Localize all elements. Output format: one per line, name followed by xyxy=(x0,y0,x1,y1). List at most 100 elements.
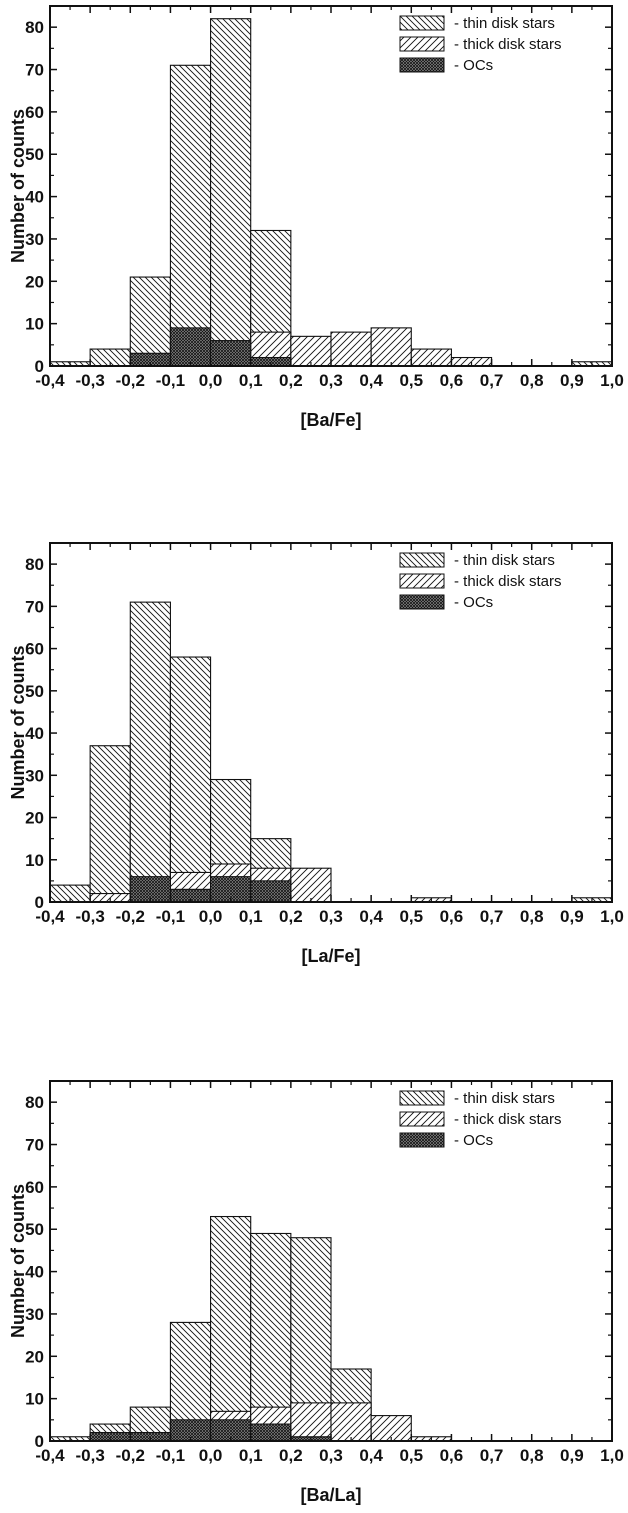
ba-fe-x-axis-title: [Ba/Fe] xyxy=(300,410,361,430)
ba-fe-thick-disk-bar xyxy=(290,335,332,367)
ba-la-y-tick-label: 0 xyxy=(35,1432,44,1451)
ba-fe-x-tick-label: -0,2 xyxy=(116,371,145,390)
ba-fe-y-tick-label: 10 xyxy=(25,315,44,334)
ba-fe-thin-disk-bar xyxy=(169,64,212,367)
ba-la-x-tick-label: 0,2 xyxy=(279,1446,303,1465)
ba-fe-thick-disk-bar xyxy=(370,327,412,367)
la-fe-thick-disk-bar xyxy=(290,867,332,903)
ba-la-x-tick-label: 0,1 xyxy=(239,1446,263,1465)
la-fe-x-tick-label: 0,4 xyxy=(359,907,383,926)
ba-fe-x-tick-label: 0,9 xyxy=(560,371,584,390)
ba-la-x-tick-label: 0,5 xyxy=(399,1446,423,1465)
la-fe-thin-disk-bar xyxy=(129,601,171,903)
ba-fe-ocs-bar xyxy=(169,327,212,367)
ba-la-x-tick-label: 0,3 xyxy=(319,1446,343,1465)
la-fe-thin-disk-bar xyxy=(169,656,212,903)
ba-fe-y-tick-label: 60 xyxy=(25,103,44,122)
la-fe-thin-disk-bar xyxy=(89,745,131,903)
ba-la-x-tick-label: 0,0 xyxy=(199,1446,223,1465)
ba-la-plot-frame: -0,4 -0,3 -0,2 -0,1 0,0 0,1 0,2 0,3 0,4 0,5 0,6 0,7… xyxy=(25,1080,624,1465)
la-fe-y-tick-label: 60 xyxy=(25,640,44,659)
la-fe-legend: - thin disk stars - thick disk stars - OCs xyxy=(399,552,562,611)
la-fe-y-tick-label: 80 xyxy=(25,555,44,574)
la-fe-y-tick-label: 50 xyxy=(25,682,44,701)
ba-la-histogram: -0,4 -0,3 -0,2 -0,1 0,0 0,1 0,2 0,3 0,4 0,5 0,6 0,7… xyxy=(8,1080,624,1505)
ba-fe-y-tick-label: 20 xyxy=(25,272,44,291)
ba-la-legend-swatch-ocs xyxy=(399,1132,445,1148)
ba-fe-x-tick-label: 0,2 xyxy=(279,371,303,390)
ba-fe-x-tick-label: 0,3 xyxy=(319,371,343,390)
ba-la-legend-label-ocs: - OCs xyxy=(454,1132,493,1149)
ba-fe-legend-swatch-ocs xyxy=(399,57,445,73)
la-fe-bars xyxy=(49,601,613,903)
ba-fe-thin-disk-bar xyxy=(129,276,171,367)
ba-la-legend-label-thin-disk: - thin disk stars xyxy=(454,1090,555,1107)
ba-fe-legend-label-ocs: - OCs xyxy=(454,57,493,74)
ba-la-legend: - thin disk stars - thick disk stars - OCs xyxy=(399,1090,562,1149)
ba-la-y-tick-label: 80 xyxy=(25,1093,44,1112)
ba-fe-y-tick-label: 40 xyxy=(25,188,44,207)
la-fe-y-tick-label: 0 xyxy=(35,893,44,912)
la-fe-x-tick-label: 0,0 xyxy=(199,907,223,926)
la-fe-x-tick-label: 1,0 xyxy=(600,907,624,926)
ba-fe-thin-disk-bar xyxy=(210,18,252,367)
la-fe-y-tick-label: 40 xyxy=(25,724,44,743)
la-fe-x-tick-label: -0,3 xyxy=(75,907,104,926)
ba-fe-y-tick-label: 50 xyxy=(25,145,44,164)
la-fe-y-tick-label: 30 xyxy=(25,766,44,785)
la-fe-legend-swatch-thick-disk xyxy=(399,573,445,589)
ba-la-y-tick-label: 20 xyxy=(25,1347,44,1366)
ba-fe-x-tick-label: -0,1 xyxy=(156,371,185,390)
ba-la-x-tick-label: 0,8 xyxy=(520,1446,544,1465)
ba-la-y-tick-label: 40 xyxy=(25,1263,44,1282)
la-fe-legend-label-ocs: - OCs xyxy=(454,594,493,611)
ba-fe-x-tick-label: 0,0 xyxy=(199,371,223,390)
ba-la-x-tick-label: -0,4 xyxy=(35,1446,65,1465)
la-fe-y-tick-label: 70 xyxy=(25,597,44,616)
ba-fe-y-tick-label: 80 xyxy=(25,18,44,37)
la-fe-histogram: -0,4 -0,3 -0,2 -0,1 0,0 0,1 0,2 0,3 0,4 0,5 0,6 0,7… xyxy=(8,542,624,966)
la-fe-x-tick-label: 0,6 xyxy=(440,907,464,926)
la-fe-x-tick-label: -0,1 xyxy=(156,907,185,926)
ba-fe-x-tick-label: 0,8 xyxy=(520,371,544,390)
ba-la-x-tick-label: 0,9 xyxy=(560,1446,584,1465)
la-fe-x-tick-label: -0,4 xyxy=(35,907,65,926)
ba-fe-histogram: -0,4 -0,3 -0,2 -0,1 0,0 0,1 0,2 0,3 0,4 0,5 0,6 0,7… xyxy=(8,5,624,430)
la-fe-x-tick-label: 0,2 xyxy=(279,907,303,926)
ba-la-x-tick-label: 0,7 xyxy=(480,1446,504,1465)
ba-la-y-tick-label: 10 xyxy=(25,1390,44,1409)
ba-fe-x-tick-label: -0,3 xyxy=(75,371,104,390)
ba-fe-y-tick-label: 70 xyxy=(25,61,44,80)
ba-fe-x-tick-label: 1,0 xyxy=(600,371,624,390)
ba-fe-y-tick-label: 0 xyxy=(35,357,44,376)
ba-la-y-tick-label: 70 xyxy=(25,1136,44,1155)
la-fe-x-axis-title: [La/Fe] xyxy=(301,946,360,966)
ba-fe-x-tick-label: 0,4 xyxy=(359,371,383,390)
ba-fe-ocs-bar xyxy=(210,340,252,367)
ba-fe-legend-label-thin-disk: - thin disk stars xyxy=(454,15,555,32)
ba-fe-x-tick-label: 0,5 xyxy=(399,371,423,390)
ba-la-thick-disk-bar xyxy=(290,1402,332,1442)
ba-fe-plot-frame: -0,4 -0,3 -0,2 -0,1 0,0 0,1 0,2 0,3 0,4 0,5 0,6 0,7… xyxy=(25,5,624,390)
ba-la-y-tick-label: 30 xyxy=(25,1305,44,1324)
ba-fe-y-tick-label: 30 xyxy=(25,230,44,249)
ba-la-x-axis-title: [Ba/La] xyxy=(300,1485,361,1505)
ba-fe-thick-disk-bar xyxy=(330,331,372,367)
ba-la-thin-disk-bar xyxy=(210,1215,252,1442)
ba-fe-x-tick-label: 0,6 xyxy=(440,371,464,390)
ba-fe-legend: - thin disk stars - thick disk stars - OCs xyxy=(399,15,562,74)
ba-fe-x-tick-label: 0,7 xyxy=(480,371,504,390)
la-fe-x-tick-label: 0,9 xyxy=(560,907,584,926)
ba-fe-y-axis-title: Number of counts xyxy=(8,109,28,263)
la-fe-y-axis-title: Number of counts xyxy=(8,645,28,799)
ba-la-legend-swatch-thin-disk xyxy=(399,1090,445,1106)
ba-la-thick-disk-bar xyxy=(370,1415,412,1442)
ba-fe-x-tick-label: 0,1 xyxy=(239,371,263,390)
ba-fe-legend-label-thick-disk: - thick disk stars xyxy=(454,36,562,53)
la-fe-x-tick-label: 0,1 xyxy=(239,907,263,926)
ba-fe-legend-swatch-thin-disk xyxy=(399,15,445,31)
ba-la-x-tick-label: 0,4 xyxy=(359,1446,383,1465)
ba-la-y-tick-label: 50 xyxy=(25,1220,44,1239)
ba-la-thin-disk-bar xyxy=(250,1232,292,1442)
la-fe-x-tick-label: 0,3 xyxy=(319,907,343,926)
